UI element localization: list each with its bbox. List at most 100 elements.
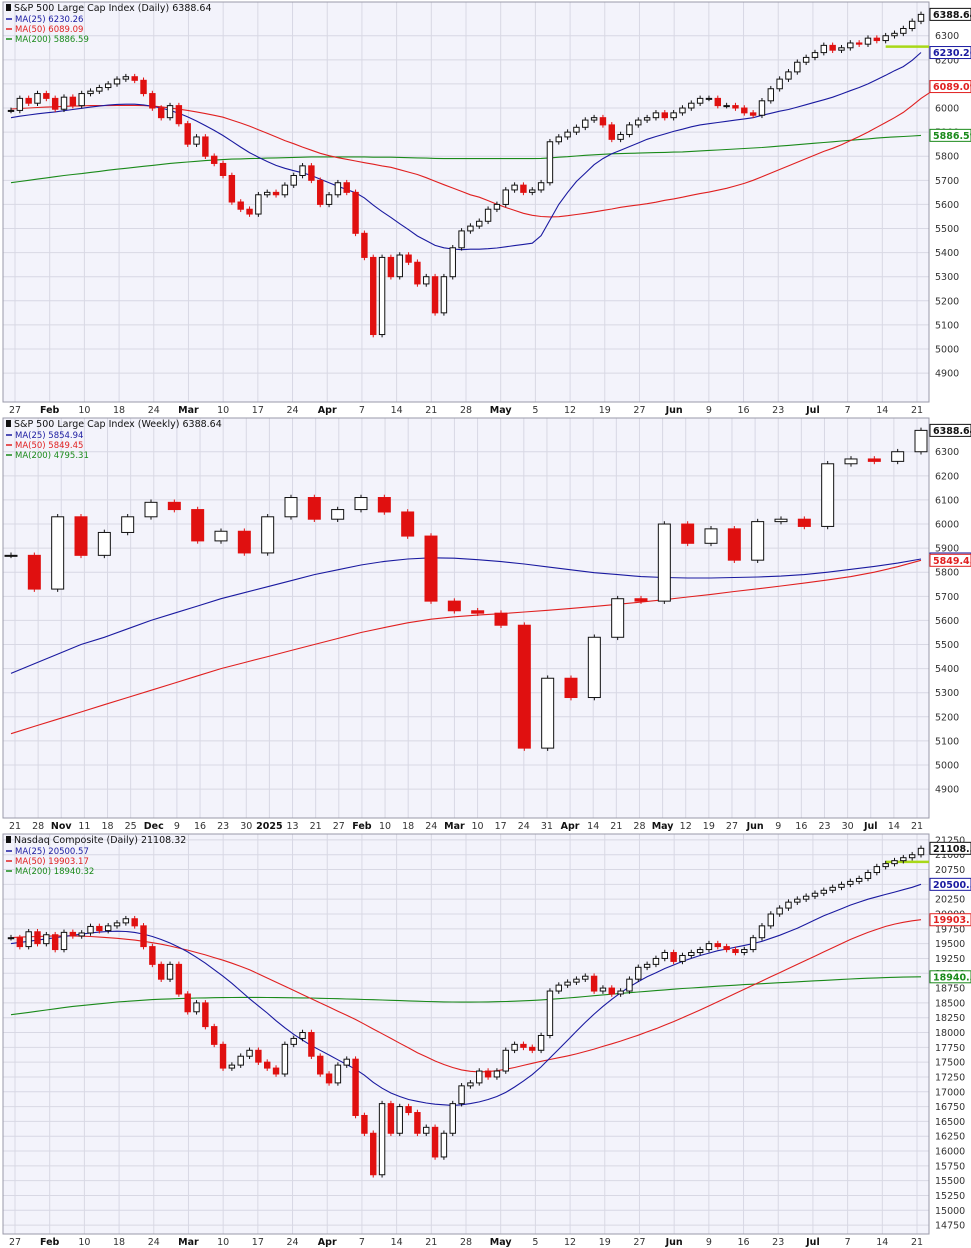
- candle-body: [458, 1085, 465, 1105]
- candle-icon: [6, 836, 11, 843]
- candle-body: [237, 1055, 244, 1066]
- candle-body: [546, 141, 554, 184]
- candle: [140, 923, 147, 950]
- candle-body: [343, 182, 350, 193]
- x-tick-label: 21: [9, 821, 21, 832]
- candle: [758, 923, 766, 941]
- candle: [202, 134, 209, 160]
- candle: [237, 1053, 244, 1068]
- last-value-labels: 21108.32 20500.57 19903.17 18940.32: [929, 841, 971, 984]
- candle-body: [520, 1043, 527, 1048]
- candle-icon: [6, 4, 11, 11]
- x-tick-label: Feb: [40, 405, 60, 416]
- candle: [467, 1080, 474, 1089]
- candle: [820, 42, 828, 56]
- candle: [440, 1130, 448, 1160]
- candle: [914, 427, 928, 455]
- x-tick-label: 21: [911, 405, 923, 416]
- y-tick-label: 18750: [935, 984, 965, 995]
- candle: [652, 955, 660, 968]
- y-tick-label: 5900: [935, 544, 959, 555]
- candles: [7, 11, 925, 338]
- x-tick-label: 28: [633, 821, 645, 832]
- candle-body: [741, 107, 748, 114]
- candle-body: [681, 523, 695, 544]
- candle-body: [447, 600, 461, 612]
- candle-body: [688, 952, 695, 956]
- x-tick-label: 28: [460, 405, 472, 416]
- ma50-line: [10, 559, 922, 735]
- x-tick-label: 14: [391, 405, 403, 416]
- candle: [546, 138, 554, 186]
- candle: [484, 206, 492, 225]
- candle-body: [440, 1132, 448, 1158]
- x-tick-label: 17: [495, 821, 507, 832]
- candle: [820, 887, 828, 897]
- spx-daily-chart: 4900 5000 5100 5200 5300 5400 5500 5600 5700 5800…: [2, 1, 971, 416]
- x-tick-label: Feb: [352, 821, 372, 832]
- candle: [157, 105, 165, 121]
- candle-body: [705, 943, 713, 951]
- candle-body: [308, 165, 315, 181]
- candle: [78, 90, 85, 109]
- candle: [193, 1000, 200, 1015]
- candle: [608, 985, 615, 997]
- candle: [855, 40, 863, 47]
- candle-body: [774, 518, 788, 523]
- candle-body: [43, 93, 50, 99]
- spx-weekly-panel: 4900 5000 5100 5200 5300 5400 5500 5600 5700 5800…: [0, 416, 971, 832]
- candle-body: [157, 963, 165, 980]
- candle-body: [626, 978, 633, 992]
- x-tick-label: 30: [842, 821, 854, 832]
- candle-body: [820, 889, 828, 894]
- candle: [829, 884, 836, 894]
- candle: [643, 961, 651, 971]
- candle: [573, 976, 580, 985]
- candle: [387, 1100, 395, 1137]
- candle-body: [352, 191, 359, 234]
- candle-body: [820, 44, 828, 54]
- candle-body: [7, 109, 15, 112]
- candle: [811, 49, 819, 61]
- candle: [681, 521, 695, 547]
- candle-body: [564, 677, 578, 699]
- x-tick-label: 25: [125, 821, 137, 832]
- x-tick-label: Feb: [40, 1237, 60, 1248]
- candle-body: [855, 42, 863, 45]
- x-tick-label: 13: [286, 821, 298, 832]
- candle: [670, 949, 677, 965]
- candle-body: [378, 1103, 386, 1176]
- candle: [541, 675, 555, 751]
- candle-body: [741, 949, 748, 954]
- candle-body: [785, 71, 792, 80]
- x-tick-label: 23: [818, 821, 830, 832]
- candle-body: [900, 857, 907, 862]
- ma50-line: [10, 86, 940, 218]
- x-tick-label: Mar: [444, 821, 465, 832]
- candle-body: [27, 554, 41, 590]
- x-tick-label: 27: [333, 821, 345, 832]
- candle-body: [582, 975, 589, 980]
- y-axis: 4900 5000 5100 5200 5300 5400 5500 5600 5700 5800…: [3, 447, 959, 796]
- candle-body: [900, 28, 907, 34]
- candle: [69, 94, 77, 109]
- candle-body: [696, 97, 704, 104]
- candle: [635, 117, 642, 128]
- x-tick-label: 16: [737, 1237, 749, 1248]
- candle-body: [864, 872, 872, 879]
- candle-body: [396, 254, 403, 278]
- chart-legend: S&P 500 Large Cap Index (Weekly) 6388.64…: [6, 419, 222, 461]
- candle-body: [749, 112, 757, 116]
- candle: [847, 878, 854, 888]
- x-tick-label: 10: [472, 821, 484, 832]
- x-tick-label: 19: [599, 1237, 611, 1248]
- candle-body: [184, 123, 191, 145]
- candle: [802, 54, 810, 66]
- candle-body: [732, 949, 739, 954]
- candle-body: [546, 990, 554, 1036]
- legend-entry: MA(50) 5849.45: [15, 441, 83, 451]
- candle: [149, 943, 156, 968]
- y-tick-label: 6000: [935, 520, 959, 531]
- y-tick-label: 5700: [935, 592, 959, 603]
- candle-body: [520, 184, 527, 193]
